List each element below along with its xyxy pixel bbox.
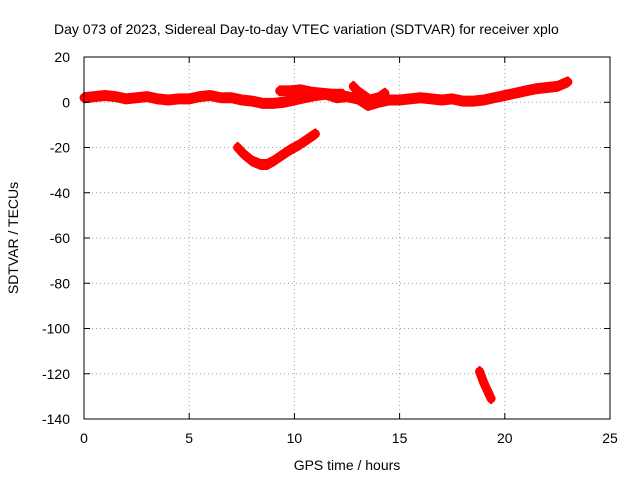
data-point (448, 94, 457, 103)
data-point (483, 387, 492, 396)
y-tick-label: -100 (42, 321, 70, 337)
y-tick-label: -40 (50, 185, 70, 201)
data-point (296, 85, 305, 94)
data-point (359, 91, 368, 100)
y-tick-label: -140 (42, 411, 70, 427)
data-point (216, 93, 225, 102)
data-point (479, 95, 488, 104)
data-point (143, 92, 152, 101)
data-point (328, 90, 337, 99)
data-point (263, 160, 272, 169)
data-point (164, 95, 173, 104)
data-point (90, 92, 99, 101)
series-dip-arc-lower (236, 136, 317, 170)
series-layer (79, 76, 573, 405)
data-point (206, 91, 215, 100)
data-point (553, 82, 562, 91)
y-tick-label: 0 (62, 94, 70, 110)
data-point (338, 90, 347, 99)
chart-title: Day 073 of 2023, Sidereal Day-to-day VTE… (54, 21, 559, 37)
data-point (239, 150, 248, 159)
y-tick-label: 20 (54, 49, 70, 65)
y-tick-label: -60 (50, 230, 70, 246)
x-axis-label: GPS time / hours (294, 457, 401, 473)
data-point (511, 89, 520, 98)
data-point (406, 94, 415, 103)
data-point (248, 97, 257, 106)
x-tick-label: 25 (602, 430, 618, 446)
data-point (458, 97, 467, 106)
data-point (349, 82, 358, 91)
data-point (286, 86, 295, 95)
data-point (286, 145, 295, 154)
data-point (233, 143, 242, 152)
data-point (475, 367, 484, 376)
data-point (174, 94, 183, 103)
data-point (294, 141, 303, 150)
data-point (469, 97, 478, 106)
data-point (195, 92, 204, 101)
data-point (101, 91, 110, 100)
data-point (290, 95, 299, 104)
y-tick-label: -20 (50, 140, 70, 156)
data-point (563, 77, 572, 86)
data-point (277, 151, 286, 160)
data-point (490, 93, 499, 102)
data-point (487, 394, 496, 403)
data-point (122, 94, 131, 103)
data-point (248, 157, 257, 166)
data-point (258, 99, 267, 108)
data-point (395, 95, 404, 104)
data-point (132, 93, 141, 102)
data-point (427, 94, 436, 103)
data-point (353, 86, 362, 95)
data-point (279, 98, 288, 107)
data-point (437, 95, 446, 104)
x-tick-label: 10 (287, 430, 303, 446)
data-point (521, 86, 530, 95)
data-point (303, 135, 312, 144)
data-point (366, 95, 375, 104)
x-tick-label: 0 (80, 430, 88, 446)
data-point (111, 92, 120, 101)
data-point (500, 91, 509, 100)
data-point (317, 89, 326, 98)
data-point (374, 93, 383, 102)
data-point (307, 88, 316, 97)
data-point (542, 83, 551, 92)
data-point (385, 95, 394, 104)
data-point (380, 89, 389, 98)
tick-layer: 0 5 10 15 20 25 20 0 -20 -40 -60 -80 -100 -120 -140 (42, 49, 618, 446)
y-tick-label: -80 (50, 275, 70, 291)
data-point (269, 99, 278, 108)
data-point (185, 94, 194, 103)
y-axis-label: SDTVAR / TECUs (5, 182, 21, 294)
data-point (269, 157, 278, 166)
data-point (311, 129, 320, 138)
data-point (532, 84, 541, 93)
x-tick-label: 5 (185, 430, 193, 446)
data-point (275, 86, 284, 95)
x-tick-label: 20 (497, 430, 513, 446)
y-tick-label: -120 (42, 366, 70, 382)
data-point (416, 93, 425, 102)
data-point (479, 378, 488, 387)
data-point (153, 94, 162, 103)
data-point (227, 93, 236, 102)
grid-layer (84, 57, 610, 419)
x-tick-label: 15 (392, 430, 408, 446)
data-point (237, 95, 246, 104)
